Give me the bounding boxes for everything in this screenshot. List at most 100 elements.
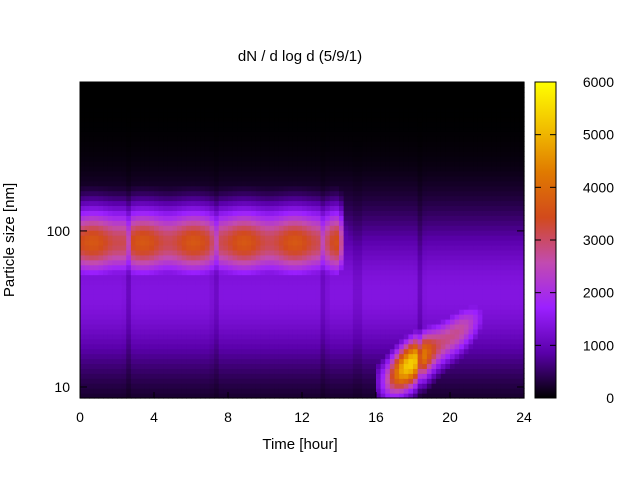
- heatmap-cell: [385, 131, 391, 137]
- heatmap-cell: [107, 358, 113, 365]
- heatmap-cell: [84, 348, 90, 355]
- heatmap-cell: [403, 343, 409, 350]
- heatmap-cell: [191, 215, 197, 221]
- heatmap-cell: [107, 254, 113, 261]
- heatmap-cell: [191, 338, 197, 345]
- heatmap-cell: [302, 121, 308, 128]
- heatmap-cell: [422, 210, 428, 216]
- heatmap-cell: [232, 279, 238, 286]
- heatmap-cell: [436, 353, 442, 360]
- heatmap-cell: [149, 240, 155, 246]
- heatmap-cell: [93, 111, 100, 118]
- heatmap-cell: [311, 254, 317, 261]
- heatmap-cell: [237, 141, 243, 147]
- heatmap-cell: [339, 328, 345, 335]
- heatmap-cell: [269, 126, 275, 132]
- heatmap-cell: [288, 249, 294, 256]
- heatmap-cell: [130, 121, 137, 128]
- heatmap-cell: [209, 175, 215, 182]
- heatmap-cell: [246, 284, 252, 290]
- heatmap-cell: [371, 319, 377, 325]
- heatmap-cell: [362, 86, 368, 93]
- heatmap-cell: [112, 220, 118, 226]
- heatmap-cell: [389, 195, 396, 202]
- heatmap-cell: [186, 378, 192, 384]
- heatmap-cell: [325, 121, 331, 128]
- heatmap-cell: [228, 225, 234, 231]
- heatmap-cell: [112, 373, 118, 379]
- heatmap-cell: [315, 136, 322, 142]
- heatmap-cell: [339, 106, 345, 113]
- heatmap-cell: [237, 269, 243, 276]
- heatmap-cell: [167, 215, 174, 221]
- heatmap-cell: [223, 373, 229, 379]
- heatmap-cell: [311, 274, 317, 281]
- heatmap-cell: [278, 101, 285, 108]
- heatmap-cell: [320, 185, 326, 192]
- heatmap-cell: [315, 82, 322, 88]
- heatmap-cell: [371, 323, 377, 330]
- heatmap-cell: [130, 86, 137, 93]
- heatmap-cell: [112, 170, 118, 177]
- heatmap-cell: [269, 294, 275, 300]
- heatmap-cell: [167, 259, 174, 266]
- heatmap-cell: [422, 141, 428, 147]
- heatmap-cell: [339, 353, 345, 360]
- heatmap-cell: [265, 111, 271, 118]
- heatmap-cell: [260, 111, 266, 118]
- heatmap-cell: [334, 180, 340, 187]
- heatmap-cell: [144, 131, 150, 137]
- heatmap-cell: [241, 235, 248, 241]
- heatmap-cell: [297, 388, 303, 394]
- heatmap-cell: [167, 264, 174, 271]
- heatmap-cell: [177, 126, 183, 132]
- heatmap-cell: [292, 319, 298, 325]
- heatmap-cell: [177, 309, 183, 315]
- heatmap-cell: [255, 210, 261, 216]
- heatmap-cell: [107, 146, 113, 152]
- heatmap-cell: [422, 343, 428, 350]
- heatmap-cell: [228, 111, 234, 118]
- heatmap-cell: [89, 284, 95, 290]
- heatmap-cell: [371, 304, 377, 310]
- heatmap-cell: [283, 358, 289, 365]
- heatmap-cell: [172, 348, 178, 355]
- heatmap-cell: [260, 328, 266, 335]
- heatmap-cell: [274, 294, 280, 300]
- heatmap-cell: [278, 314, 285, 320]
- heatmap-cell: [362, 195, 368, 202]
- heatmap-cell: [251, 235, 257, 241]
- heatmap-cell: [426, 161, 433, 167]
- heatmap-cell: [306, 368, 312, 374]
- heatmap-cell: [431, 146, 437, 152]
- heatmap-cell: [117, 230, 123, 236]
- heatmap-cell: [436, 111, 442, 118]
- heatmap-cell: [320, 240, 326, 246]
- heatmap-cell: [112, 215, 118, 221]
- heatmap-cell: [385, 314, 391, 320]
- heatmap-cell: [348, 343, 354, 350]
- heatmap-cell: [130, 274, 137, 281]
- heatmap-cell: [283, 289, 289, 295]
- heatmap-cell: [112, 328, 118, 335]
- heatmap-cell: [302, 304, 308, 310]
- heatmap-cell: [80, 91, 86, 98]
- heatmap-cell: [399, 358, 405, 365]
- heatmap-cell: [158, 96, 164, 103]
- heatmap-cell: [371, 220, 377, 226]
- heatmap-cell: [121, 230, 127, 236]
- heatmap-cell: [311, 319, 317, 325]
- heatmap-cell: [380, 121, 386, 128]
- heatmap-cell: [181, 235, 187, 241]
- heatmap-cell: [431, 294, 437, 300]
- heatmap-cell: [366, 368, 372, 374]
- heatmap-cell: [241, 259, 248, 266]
- heatmap-cell: [200, 274, 206, 281]
- heatmap-cell: [112, 185, 118, 192]
- heatmap-cell: [232, 175, 238, 182]
- heatmap-cell: [149, 205, 155, 211]
- heatmap-cell: [84, 388, 90, 394]
- heatmap-cell: [80, 185, 86, 192]
- heatmap-cell: [186, 136, 192, 142]
- heatmap-cell: [241, 106, 248, 113]
